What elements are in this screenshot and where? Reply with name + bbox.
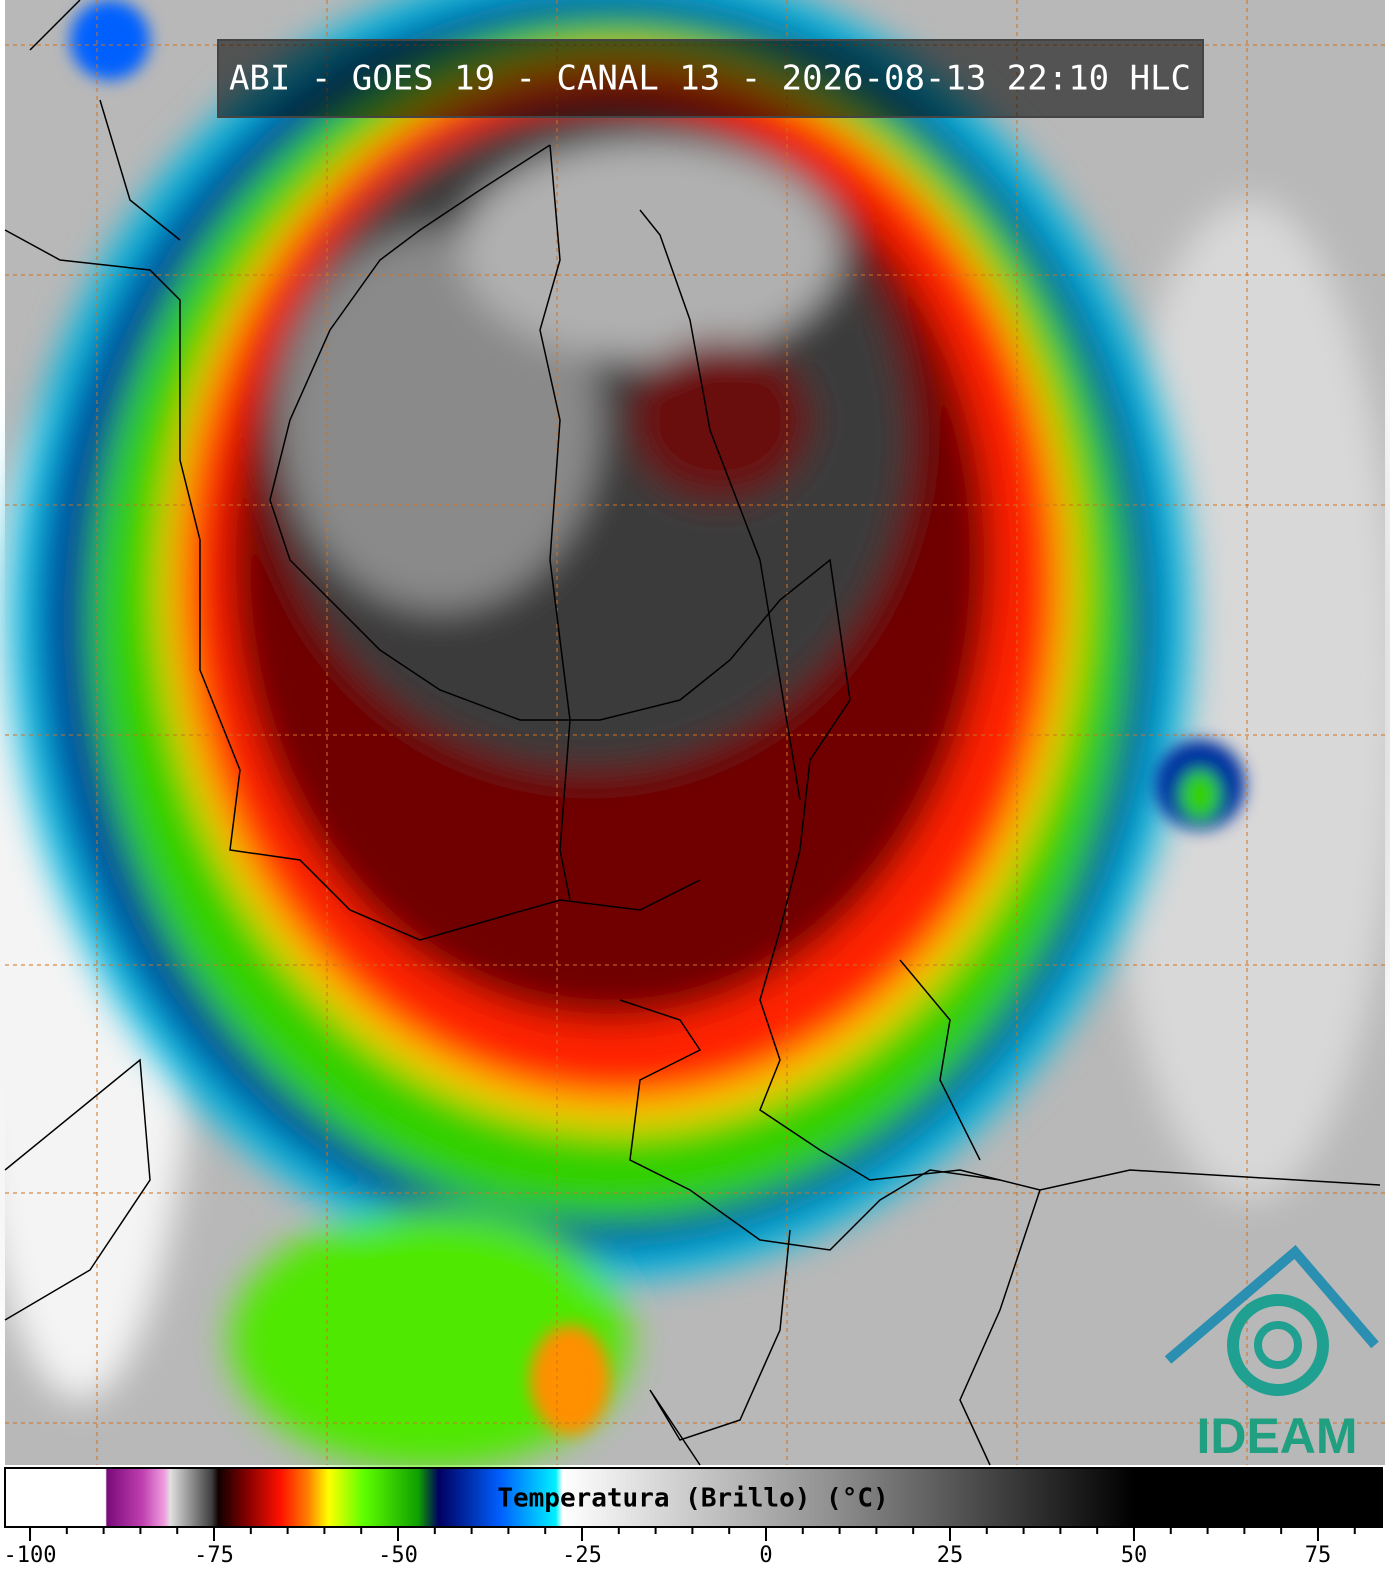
- logo-text: IDEAM: [1196, 1408, 1357, 1464]
- tick-label: 75: [1305, 1543, 1332, 1568]
- tick-label: 50: [1121, 1543, 1148, 1568]
- tick-label: -25: [562, 1543, 602, 1568]
- tick-label: -50: [378, 1543, 418, 1568]
- tick-label: 0: [759, 1543, 772, 1568]
- colorbar: [4, 1467, 1383, 1528]
- title-box: [217, 39, 1204, 118]
- logo: IDEAM: [1164, 1244, 1379, 1464]
- colorbar-label: Temperatura (Brillo) (°C): [497, 1484, 888, 1514]
- colorbar-axis: -100 -75 -50 -25 0 25 50 75: [4, 1527, 1356, 1568]
- tick-label: -75: [194, 1543, 234, 1568]
- title: ABI - GOES 19 - CANAL 13 - 2026-08-13 22…: [229, 59, 1191, 99]
- tick-label: -100: [4, 1543, 57, 1568]
- satellite-image: [0, 0, 1390, 1470]
- tick-label: 25: [937, 1543, 964, 1568]
